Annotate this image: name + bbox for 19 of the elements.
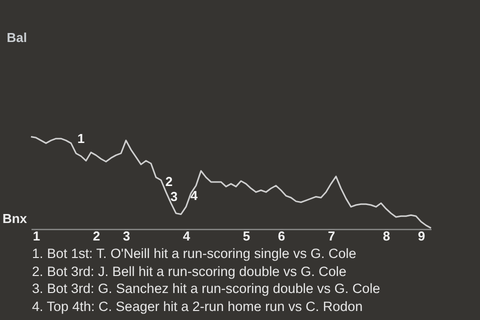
annotation: 3 xyxy=(170,189,178,204)
x-tick-label: 2 xyxy=(92,228,100,244)
text: 4. Top 4th: C. Seager hit a 2-run home run vs C. Rodon xyxy=(32,298,364,316)
x-tick-label: 9 xyxy=(418,228,426,244)
text: 1. Bot 1st: T. O'Neill hit a run-scoring single vs G. Cole xyxy=(32,245,358,263)
text: Bal xyxy=(6,30,27,45)
annotation: 4 xyxy=(190,188,198,203)
x-tick-label: 5 xyxy=(242,228,250,244)
x-tick-label: 1 xyxy=(32,228,40,244)
text: Bnx xyxy=(2,211,28,226)
x-tick-label: 4 xyxy=(182,228,191,244)
text: 3. Bot 3rd: G. Sanchez hit a run-scoring double vs G. Cole xyxy=(32,280,380,298)
x-tick-label: 6 xyxy=(278,228,286,244)
x-tick-label: 7 xyxy=(328,228,336,244)
x-tick-label: 8 xyxy=(382,228,390,244)
annotation: 1 xyxy=(77,131,85,146)
text: 2. Bot 3rd: J. Bell hit a run-scoring double vs G. Cole xyxy=(32,262,348,280)
x-tick-label: 3 xyxy=(122,228,130,244)
annotation: 2 xyxy=(165,174,173,189)
